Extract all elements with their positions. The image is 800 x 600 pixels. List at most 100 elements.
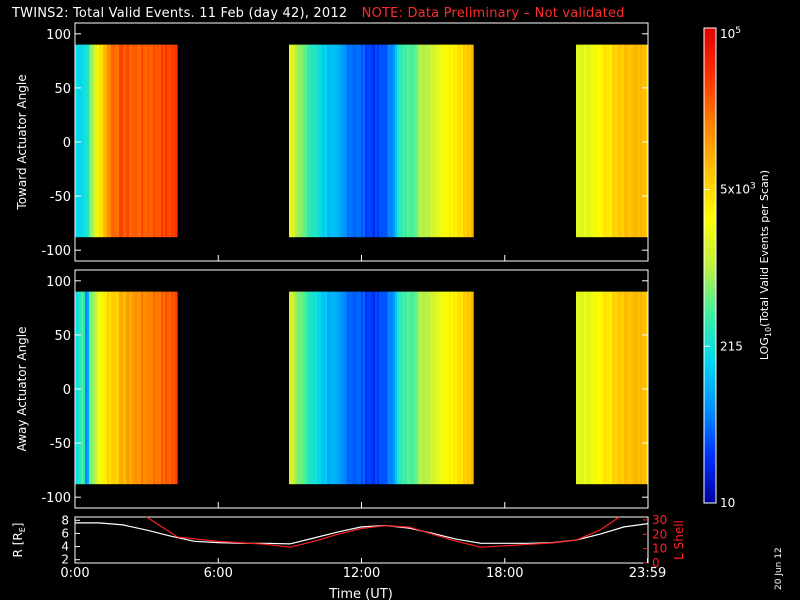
heatmap-column [431, 291, 434, 485]
heatmap-column [598, 44, 601, 238]
x-tick-label: 12:00 [343, 566, 380, 581]
colorbar-tick-label: 105 [720, 26, 741, 41]
heatmap-column [101, 291, 104, 485]
heatmap-column [467, 291, 470, 485]
heatmap-column [175, 291, 178, 485]
l-shell-line [146, 516, 620, 548]
left-y-tick-label: 2 [61, 553, 69, 567]
colorbar-tick-label: 5x103 [720, 182, 756, 197]
heatmap-column [588, 291, 591, 485]
heatmap-column [155, 44, 158, 238]
heatmap-column [403, 291, 406, 485]
heatmap-column [167, 44, 170, 238]
heatmap-column [453, 44, 456, 238]
heatmap-column [367, 291, 370, 485]
heatmap-column [105, 291, 108, 485]
heatmap-column [586, 291, 589, 485]
heatmap-column [634, 44, 637, 238]
heatmap-column [415, 291, 418, 485]
heatmap-column [297, 291, 300, 485]
heatmap-column [327, 44, 330, 238]
heatmap-column [600, 291, 603, 485]
heatmap-column [351, 44, 354, 238]
heatmap-column [309, 291, 312, 485]
heatmap-column [351, 291, 354, 485]
heatmap-column [373, 44, 376, 238]
heatmap-column [79, 291, 82, 485]
heatmap-column [584, 44, 587, 238]
colorbar-tick-base: 215 [720, 339, 743, 353]
heatmap-column [437, 291, 440, 485]
heatmap-column [357, 44, 360, 238]
heatmap-column [173, 44, 176, 238]
heatmap-column [307, 44, 310, 238]
heatmap-column [441, 44, 444, 238]
heatmap-column [596, 291, 599, 485]
heatmap-column [642, 44, 645, 238]
heatmap-column [133, 291, 136, 485]
heatmap-column [331, 44, 334, 238]
heatmap-column [117, 44, 120, 238]
heatmap-column [317, 44, 320, 238]
heatmap-column [409, 44, 412, 238]
heatmap-column [463, 44, 466, 238]
heatmap-column [77, 291, 80, 485]
heatmap-column [636, 291, 639, 485]
heatmap-column [423, 44, 426, 238]
heatmap-column [333, 291, 336, 485]
heatmap-column [345, 291, 348, 485]
right-y-tick-label: 30 [652, 513, 667, 527]
heatmap-column [321, 44, 324, 238]
heatmap-column [618, 44, 621, 238]
heatmap-column [638, 291, 641, 485]
heatmap-column [608, 291, 611, 485]
colorbar-label-suffix: (Total Valid Events per Scan) [758, 170, 771, 327]
heatmap-column [379, 44, 382, 238]
heatmap-column [447, 44, 450, 238]
heatmap-column [588, 44, 591, 238]
panel-frame [74, 516, 649, 564]
y-tick-label: 0 [63, 383, 71, 398]
heatmap-column [457, 291, 460, 485]
heatmap-column [127, 291, 130, 485]
heatmap-column [115, 44, 118, 238]
heatmap-column [610, 291, 613, 485]
heatmap-column [333, 44, 336, 238]
heatmap-column [81, 291, 84, 485]
heatmap-column [81, 44, 84, 238]
heatmap-column [337, 291, 340, 485]
heatmap-column [319, 291, 322, 485]
heatmap-column [315, 44, 318, 238]
heatmap-column [461, 44, 464, 238]
heatmap-column [297, 44, 300, 238]
heatmap-column [123, 291, 126, 485]
r-label: R [R [11, 532, 25, 557]
heatmap-column [397, 291, 400, 485]
heatmap-column [355, 291, 358, 485]
heatmap-column [373, 291, 376, 485]
x-tick-label: 23:59 [629, 566, 666, 581]
heatmap-column [311, 44, 314, 238]
heatmap-column [381, 291, 384, 485]
y-axis: 100 50 0 -50 -100 [41, 275, 649, 508]
heatmap-column [473, 291, 474, 485]
heatmap-column [339, 44, 342, 238]
heatmap-column [582, 44, 585, 238]
heatmap-column [393, 44, 396, 238]
heatmap-column [598, 291, 601, 485]
heatmap-column [403, 44, 406, 238]
heatmap-column [369, 291, 372, 485]
heatmap-column [359, 44, 362, 238]
heatmap-column [321, 291, 324, 485]
heatmap-column [329, 44, 332, 238]
colorbar-fill [704, 28, 716, 503]
heatmap-column [630, 44, 633, 238]
heatmap-column [359, 291, 362, 485]
heatmap-column [303, 44, 306, 238]
r-label-sub: E [18, 527, 27, 532]
heatmap-column [99, 44, 102, 238]
heatmap-column [153, 291, 156, 485]
heatmap-column [301, 44, 304, 238]
title-note: NOTE: Data Preliminary – Not validated [361, 6, 625, 21]
heatmap-column [407, 291, 410, 485]
